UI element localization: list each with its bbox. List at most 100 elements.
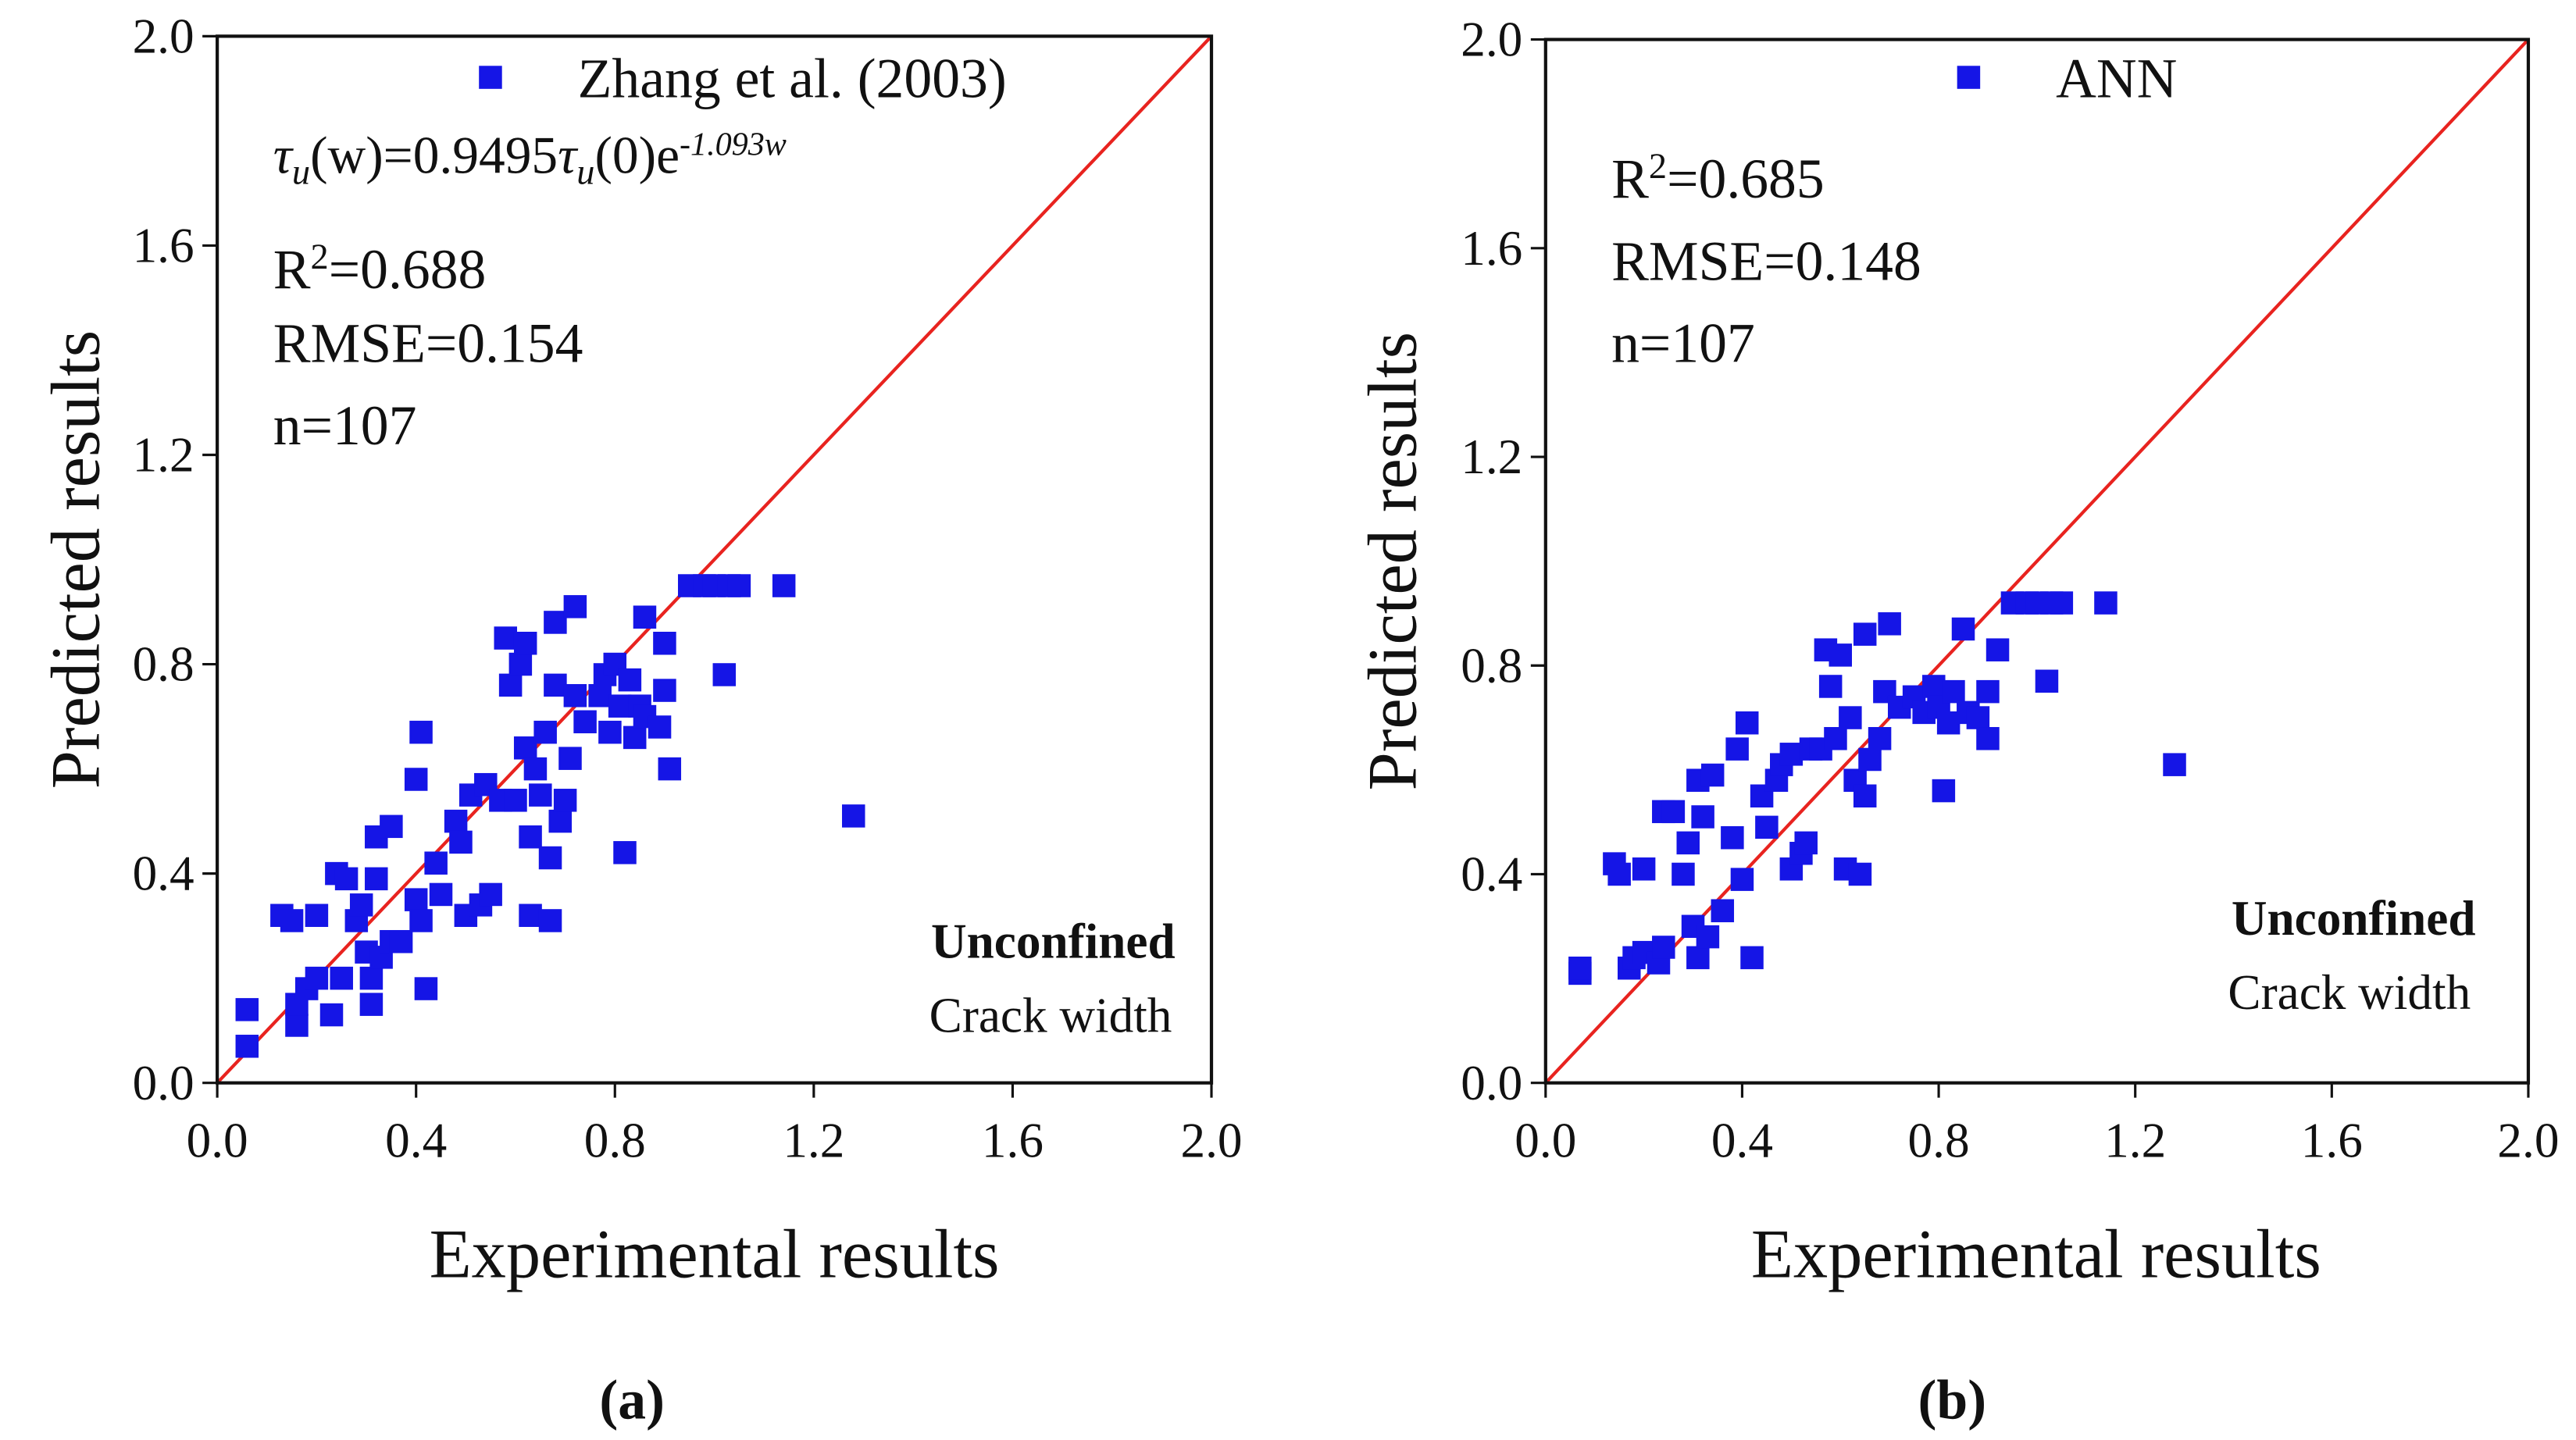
point [1951, 617, 1975, 641]
point [498, 673, 523, 697]
y-tick-label: 0.4 [133, 847, 194, 901]
r-squared-part: =0.685 [1667, 148, 1825, 210]
point [623, 725, 647, 750]
x-tick-label: 0.4 [385, 1114, 447, 1168]
point [1966, 706, 1990, 729]
point [1848, 862, 1872, 886]
y-tick-label: 1.6 [1461, 221, 1522, 276]
point [404, 888, 428, 911]
point [235, 1035, 259, 1058]
point [1976, 727, 2000, 750]
x-tick-label: 1.6 [2301, 1114, 2363, 1168]
y-tick-label: 0.8 [133, 637, 194, 692]
equation-part: -1.093w [680, 126, 787, 162]
point [1568, 956, 1592, 980]
rmse: RMSE=0.154 [273, 313, 583, 375]
y-tick-label: 2.0 [133, 9, 194, 63]
equation: τu(w)=0.9495τu(0)e-1.093w [273, 126, 787, 192]
panel-label: (b) [1918, 1370, 1987, 1431]
r-squared: R2=0.685 [1611, 147, 1825, 210]
x-tick-label: 0.8 [1908, 1114, 1970, 1168]
equation-part: τ [273, 126, 294, 184]
point [563, 595, 587, 618]
x-tick-label: 2.0 [2497, 1114, 2559, 1168]
point [544, 611, 567, 634]
point [519, 825, 542, 849]
point [359, 966, 384, 990]
panel-label: (a) [599, 1370, 665, 1431]
point [842, 804, 865, 828]
point [380, 814, 403, 839]
legend-marker [1957, 66, 1981, 89]
y-tick-label: 0.0 [133, 1056, 194, 1110]
condition: Unconfined [931, 914, 1176, 969]
point [533, 720, 557, 744]
point [573, 710, 597, 734]
point [1721, 825, 1744, 850]
y-axis-label: Predicted results [37, 330, 114, 789]
point [608, 694, 632, 718]
point [712, 663, 737, 686]
point [1730, 868, 1754, 891]
legend-label: ANN [2056, 48, 2177, 109]
point [1632, 857, 1656, 881]
point [1942, 679, 1965, 704]
x-tick-label: 1.6 [982, 1114, 1044, 1168]
point [2050, 591, 2074, 615]
point [513, 631, 537, 655]
point [553, 789, 577, 812]
point [633, 605, 657, 629]
point [1878, 612, 1901, 636]
point [504, 789, 527, 812]
point [1607, 862, 1631, 886]
point [727, 574, 751, 597]
point [513, 736, 537, 760]
point [449, 830, 473, 854]
point [330, 966, 353, 990]
point [538, 846, 562, 870]
x-axis-label: Experimental results [430, 1216, 1000, 1292]
point [444, 809, 468, 833]
point [2035, 669, 2059, 693]
r-squared: R2=0.688 [273, 237, 487, 301]
point [305, 966, 329, 990]
point [648, 715, 672, 739]
point [1725, 737, 1749, 761]
point [618, 668, 642, 692]
equation-part: τ [558, 126, 579, 184]
point [1986, 638, 2010, 661]
point [558, 747, 582, 770]
y-axis-label: Predicted results [1354, 332, 1431, 790]
point [365, 867, 388, 891]
condition: Unconfined [2232, 891, 2476, 946]
point [519, 904, 542, 927]
reference-line [1544, 38, 2530, 1085]
equation-part: (0)e [594, 126, 680, 184]
point [1932, 779, 1956, 803]
x-tick-label: 0.4 [1711, 1114, 1773, 1168]
point [613, 841, 637, 864]
legend-label: Zhang et al. (2003) [578, 48, 1007, 109]
y-tick-label: 0.0 [1461, 1056, 1522, 1110]
point [588, 684, 612, 708]
reference-line [216, 34, 1213, 1085]
x-axis-label: Experimental results [1751, 1216, 2321, 1292]
point [414, 977, 438, 1000]
point [653, 679, 676, 702]
x-tick-label: 0.0 [187, 1114, 248, 1168]
sample-count: n=107 [1611, 313, 1755, 375]
point [1672, 862, 1695, 886]
point [598, 720, 622, 744]
equation-part: (w)=0.9495 [310, 126, 558, 184]
point [1839, 706, 1862, 729]
point [389, 929, 413, 953]
point [538, 909, 562, 932]
point [235, 998, 259, 1021]
point [653, 631, 676, 655]
r-squared-part: =0.688 [329, 239, 487, 301]
r-squared-part: 2 [1649, 147, 1667, 187]
point [494, 626, 518, 650]
point [508, 652, 533, 676]
point [548, 809, 573, 833]
